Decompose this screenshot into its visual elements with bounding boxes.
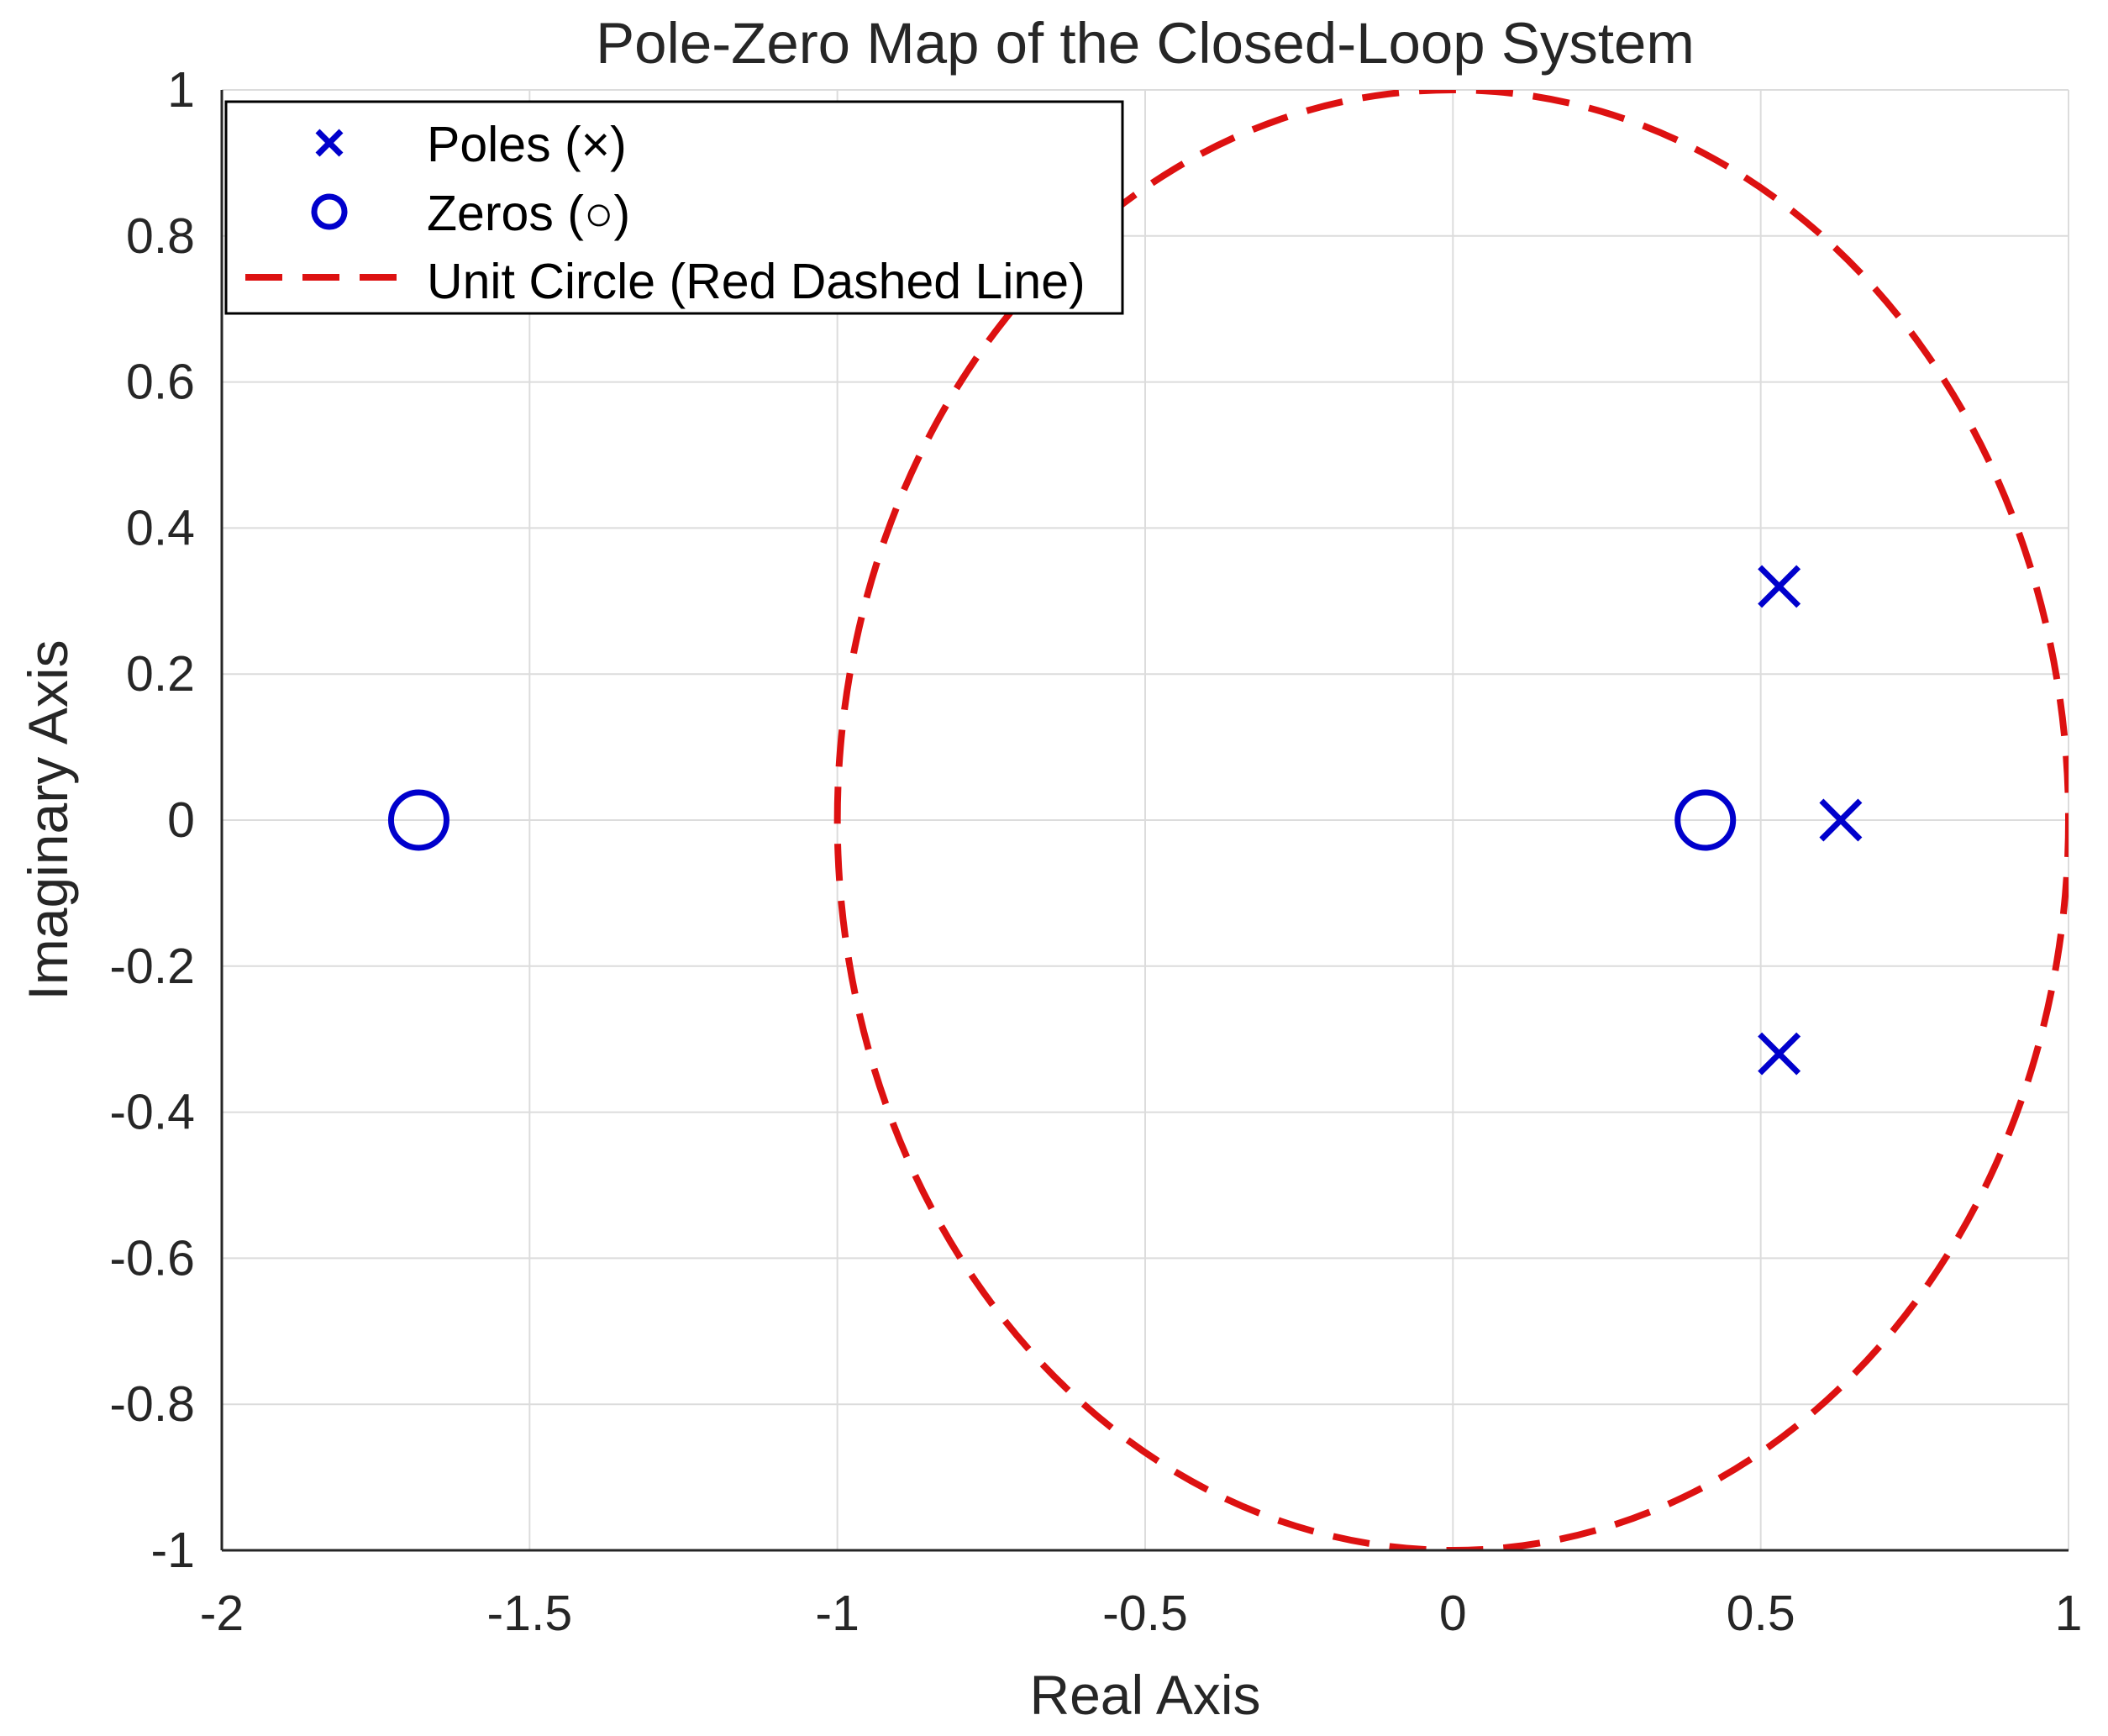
y-tick-label: -0.2 — [109, 939, 195, 994]
horizontal-gridlines — [222, 89, 2069, 1551]
legend-swatches — [245, 129, 413, 281]
legend-swatch-zero-o-icon — [311, 193, 348, 230]
unit-circle-layer — [833, 90, 2069, 1550]
legend-label-poles: Poles (×) — [427, 117, 627, 172]
x-tick-label: -1 — [815, 1586, 859, 1641]
pole-marker — [1758, 1032, 1801, 1076]
x-tick-label: -1.5 — [486, 1586, 572, 1641]
x-tick-label: 0 — [1439, 1586, 1467, 1641]
y-tick-labels: -1 -0.8 -0.6 -0.4 -0.2 0 0.2 0.4 0.6 0.8 1 — [109, 62, 195, 1578]
zero-marker — [1674, 789, 1737, 851]
x-tick-labels: -2 -1.5 -1 -0.5 0 0.5 1 — [200, 1586, 2083, 1641]
legend-label-unit-circle: Unit Circle (Red Dashed Line) — [427, 254, 1086, 309]
y-tick-label: -1 — [151, 1523, 195, 1578]
y-tick-label: -0.8 — [109, 1376, 195, 1432]
chart-title: Pole-Zero Map of the Closed-Loop System — [596, 11, 1695, 76]
legend-label-zeros: Zeros (○) — [427, 186, 630, 241]
x-tick-label: -2 — [200, 1586, 244, 1641]
y-tick-label: 0.2 — [126, 646, 195, 702]
y-tick-label: -0.6 — [109, 1230, 195, 1286]
pole-marker — [1819, 798, 1863, 842]
marker-layer — [387, 565, 1863, 1076]
x-tick-label: -0.5 — [1102, 1586, 1188, 1641]
x-tick-label: 0.5 — [1727, 1586, 1795, 1641]
pole-marker — [1758, 565, 1801, 608]
x-tick-label: 1 — [2055, 1586, 2083, 1641]
y-tick-label: -0.4 — [109, 1085, 195, 1140]
y-axis-label: Imaginary Axis — [17, 639, 79, 1000]
legend-swatch-pole-x-icon — [315, 129, 344, 157]
y-tick-label: 0.6 — [126, 355, 195, 410]
zero-marker — [387, 789, 449, 851]
legend: Poles (×) Zeros (○) Unit Circle (Red Das… — [224, 100, 1124, 315]
y-tick-label: 1 — [167, 62, 195, 118]
unit-circle — [833, 90, 2069, 1550]
y-tick-label: 0.8 — [126, 208, 195, 264]
x-axis-label: Real Axis — [1029, 1664, 1260, 1726]
y-tick-label: 0.4 — [126, 500, 195, 555]
y-tick-label: 0 — [167, 792, 195, 848]
